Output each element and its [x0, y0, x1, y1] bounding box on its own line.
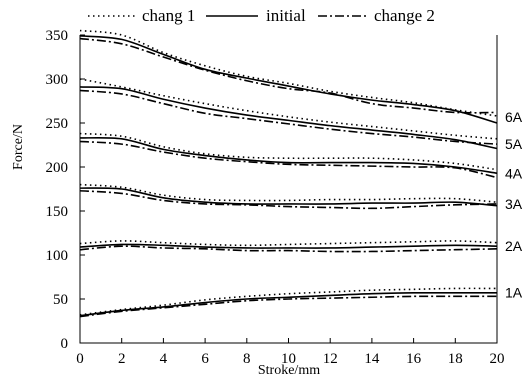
x-axis-title: Stroke/mm: [258, 363, 320, 378]
curve-label-5a: 5A: [505, 136, 523, 152]
series-line-5a-initial: [79, 86, 498, 150]
legend-label-change-2: change 2: [374, 6, 435, 25]
series-line-3a-change-2: [79, 189, 498, 210]
y-axis-ticks: 0 50 100 150 200 250 300 350: [46, 28, 85, 352]
series-line-6a-change-2: [79, 37, 498, 114]
legend: chang 1 initial change 2: [88, 6, 435, 25]
y-tick-label: 250: [46, 116, 69, 132]
curve-group-2a: [79, 240, 498, 253]
curve-label-2a: 2A: [505, 238, 523, 254]
series-line-6a-initial: [79, 35, 498, 124]
curve-labels: 6A 5A 4A 3A 2A 1A: [505, 109, 523, 300]
x-tick-label: 8: [243, 351, 251, 367]
series-line-2a-change-2: [79, 245, 498, 253]
curve-label-4a: 4A: [505, 165, 523, 181]
series-line-4a-change-2: [79, 140, 498, 179]
x-tick-label: 10: [281, 351, 296, 367]
series-line-2a-chang-1: [79, 240, 498, 247]
curve-group-1a: [79, 287, 498, 318]
x-tick-label: 18: [448, 351, 463, 367]
series-line-4a-initial: [79, 136, 498, 174]
x-tick-label: 4: [160, 351, 168, 367]
x-tick-label: 2: [118, 351, 126, 367]
series-line-4a-chang-1: [79, 132, 498, 171]
curve-label-3a: 3A: [505, 196, 523, 212]
series-layer: [79, 29, 498, 318]
series-line-3a-initial: [79, 187, 498, 207]
curve-group-6a: [79, 29, 498, 124]
y-tick-label: 300: [46, 72, 69, 88]
curve-label-6a: 6A: [505, 109, 523, 125]
y-tick-label: 100: [46, 248, 69, 264]
curve-group-5a: [79, 78, 498, 150]
legend-label-initial: initial: [266, 6, 306, 25]
curve-group-4a: [79, 132, 498, 179]
series-line-6a-chang-1: [79, 29, 498, 117]
curve-label-1a: 1A: [505, 285, 523, 301]
y-tick-label: 350: [46, 28, 69, 44]
y-tick-label: 0: [61, 336, 69, 352]
series-line-5a-change-2: [79, 89, 498, 145]
curve-group-3a: [79, 183, 498, 210]
y-tick-label: 150: [46, 204, 69, 220]
legend-label-chang-1: chang 1: [142, 6, 195, 25]
series-line-2a-initial: [79, 243, 498, 249]
y-tick-label: 50: [53, 292, 68, 308]
x-axis-ticks: 0 2 4 6 8 10 12 14 16 18 20: [76, 338, 505, 367]
x-tick-label: 6: [201, 351, 209, 367]
series-line-1a-change-2: [79, 295, 497, 318]
y-axis-title: Force/N: [11, 124, 26, 170]
series-line-1a-initial: [79, 291, 497, 317]
y-tick-label: 200: [46, 160, 69, 176]
x-tick-label: 12: [323, 351, 338, 367]
series-line-5a-chang-1: [79, 78, 498, 140]
x-tick-label: 16: [406, 351, 422, 367]
x-tick-label: 14: [364, 351, 380, 367]
x-tick-label: 20: [490, 351, 505, 367]
x-tick-label: 0: [76, 351, 84, 367]
